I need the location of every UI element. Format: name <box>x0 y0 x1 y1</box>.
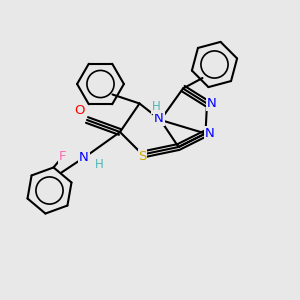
Text: H: H <box>152 100 160 113</box>
Text: N: N <box>79 151 89 164</box>
Text: H: H <box>94 158 103 172</box>
Text: N: N <box>207 97 216 110</box>
Text: N: N <box>154 112 164 125</box>
Text: N: N <box>205 127 215 140</box>
Text: S: S <box>138 149 147 163</box>
Text: O: O <box>74 104 85 118</box>
Text: F: F <box>59 151 66 164</box>
